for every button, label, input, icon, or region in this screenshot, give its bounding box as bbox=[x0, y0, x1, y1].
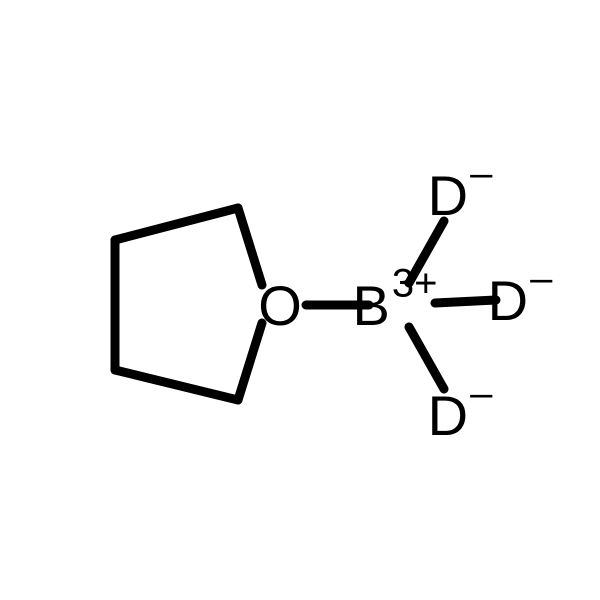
atom-O: O bbox=[258, 274, 302, 337]
molecule-diagram: OB3+D–D–D– bbox=[0, 0, 600, 600]
atom-label: D bbox=[488, 269, 528, 332]
bond bbox=[115, 208, 238, 240]
atom-label: B bbox=[353, 274, 390, 337]
bond bbox=[115, 370, 238, 400]
atom-label: O bbox=[258, 274, 302, 337]
atom-label: D bbox=[428, 164, 468, 227]
atom-charge: 3+ bbox=[392, 262, 438, 306]
atom-charge: – bbox=[530, 257, 553, 301]
atom-charge: – bbox=[470, 372, 493, 416]
atom-charge: – bbox=[470, 152, 493, 196]
atom-D3: D– bbox=[428, 372, 493, 447]
atom-D2: D– bbox=[488, 257, 553, 332]
atom-B: B3+ bbox=[353, 262, 438, 337]
atom-D1: D– bbox=[428, 152, 493, 227]
bond bbox=[409, 327, 444, 389]
atom-label: D bbox=[428, 384, 468, 447]
